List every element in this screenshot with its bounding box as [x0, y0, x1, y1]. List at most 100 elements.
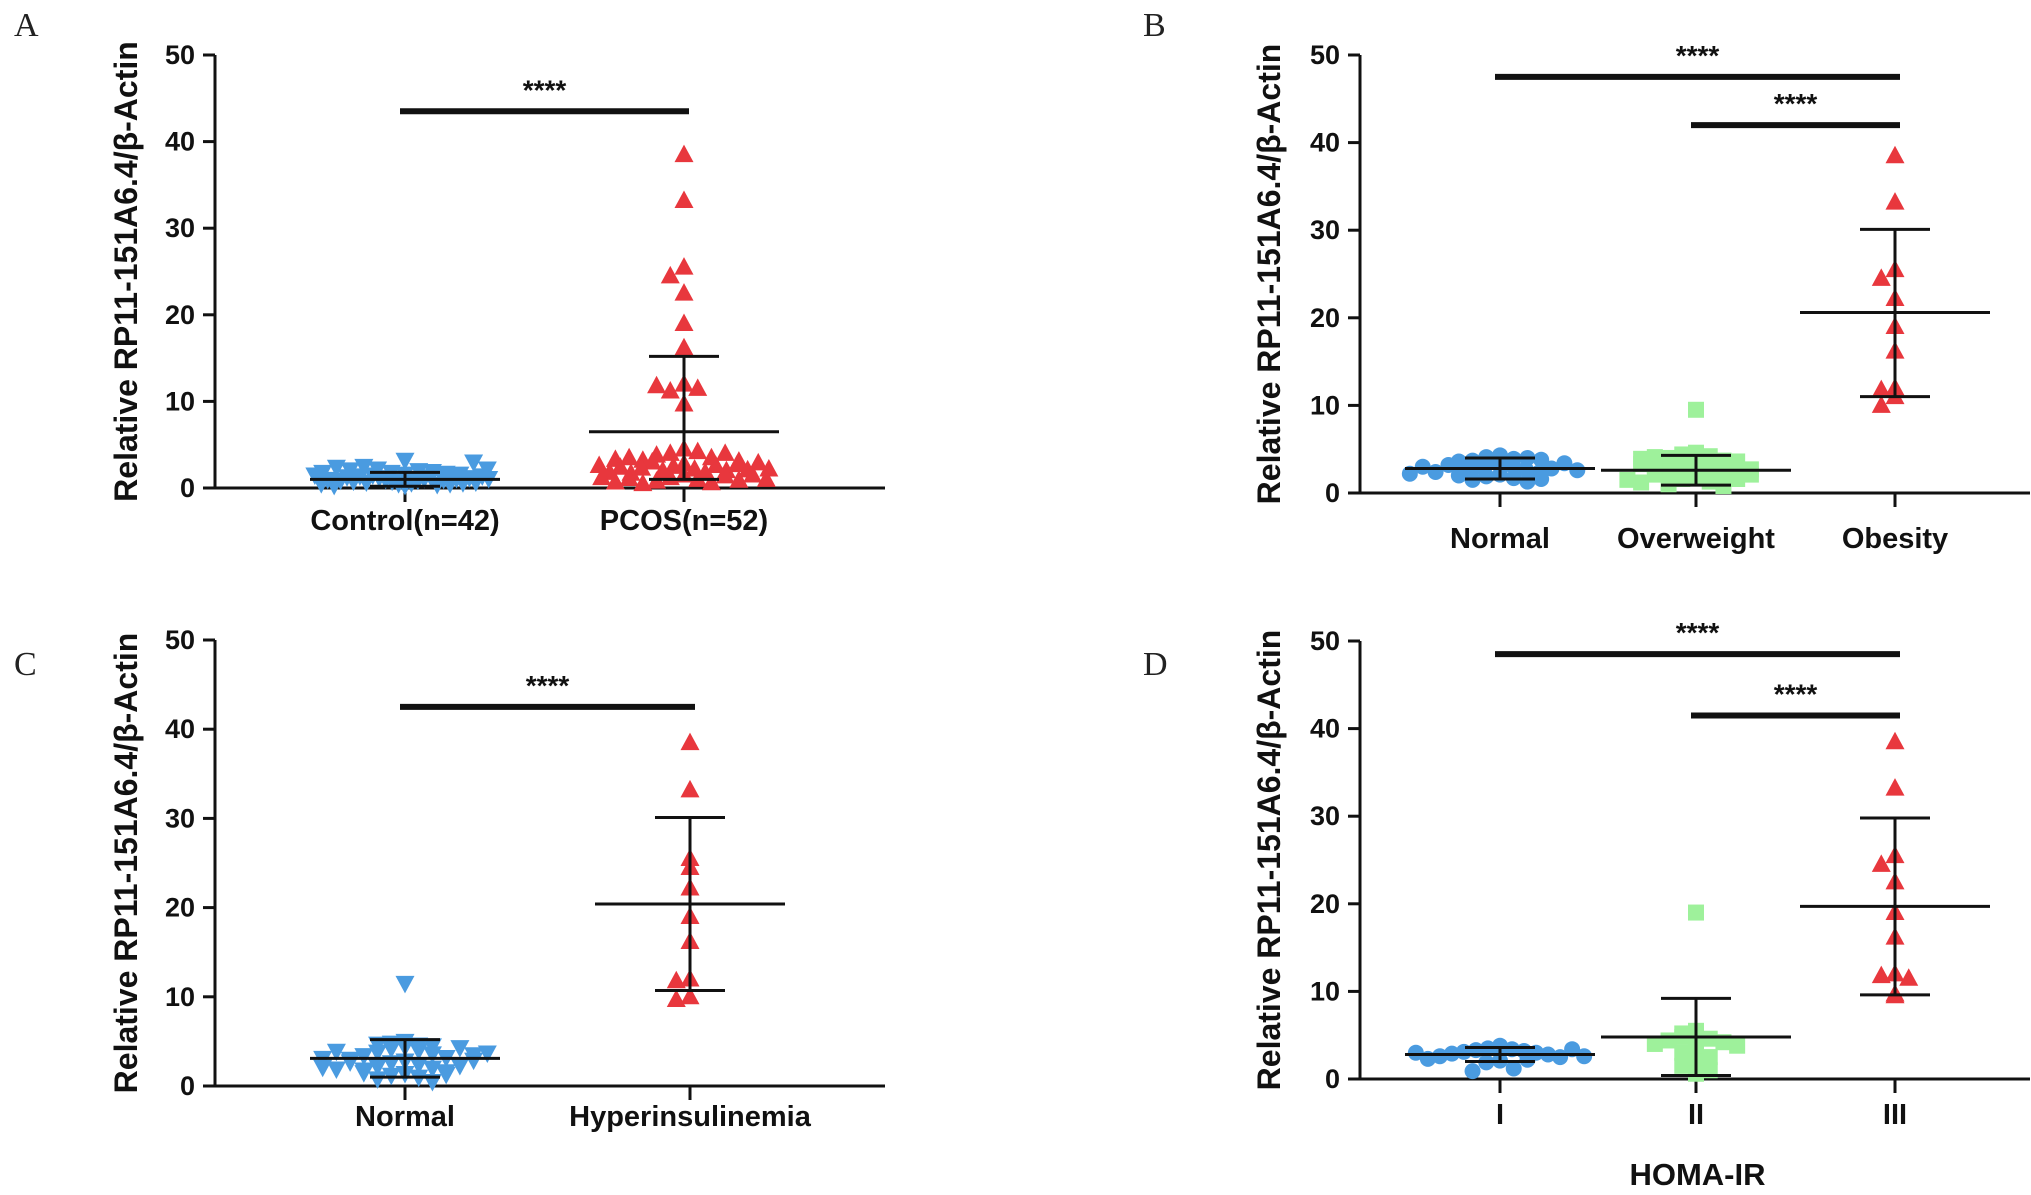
y-axis-label: Relative RP11-151A6.4/β-Actin	[1251, 44, 1287, 505]
data-point	[642, 452, 662, 470]
data-point	[674, 257, 694, 275]
data-point	[1633, 474, 1650, 491]
data-point	[326, 459, 346, 478]
y-tick-label: 10	[165, 386, 195, 416]
data-point	[436, 1066, 456, 1085]
y-tick-label: 30	[165, 803, 195, 833]
data-point	[326, 1043, 346, 1062]
data-point	[1885, 778, 1905, 796]
data-point	[1450, 467, 1467, 484]
data-point	[395, 975, 415, 994]
y-tick-label: 0	[180, 1071, 195, 1101]
data-point	[1533, 470, 1550, 487]
data-point	[305, 467, 325, 486]
data-point	[1633, 456, 1650, 473]
y-axis-label: Relative RP11-151A6.4/β-Actin	[108, 41, 144, 502]
y-tick-label: 0	[1325, 478, 1340, 508]
data-point	[674, 337, 694, 356]
y-tick-label: 30	[1310, 801, 1340, 831]
data-point	[1871, 965, 1891, 984]
data-point	[660, 443, 680, 461]
data-point	[589, 455, 609, 473]
data-point	[756, 469, 776, 487]
panel-d: D 0 10 20 30 40 50 Relative RP11-151A6.4/β-Acti…	[1143, 617, 2030, 1192]
x-tick-label: Normal	[1450, 523, 1550, 555]
x-tick-label: Overweight	[1617, 523, 1775, 555]
data-point	[1729, 1037, 1746, 1054]
data-point	[706, 455, 726, 473]
data-point	[1701, 473, 1718, 490]
significance-label: ****	[1774, 88, 1818, 119]
data-point	[313, 1059, 333, 1078]
data-point	[1701, 460, 1718, 477]
data-point	[680, 732, 700, 751]
panel-a: A 0 10 20 30 40 50 Relative RP11-151A6.4/β-Acti…	[14, 7, 885, 537]
data-point	[674, 144, 694, 163]
data-point	[1688, 401, 1704, 418]
data-point	[592, 467, 612, 486]
y-tick-label: 30	[1310, 215, 1340, 245]
x-tick-label: I	[1496, 1099, 1504, 1131]
data-point	[1688, 904, 1704, 921]
y-axis-label: Relative RP11-151A6.4/β-Actin	[108, 633, 144, 1094]
y-tick-label: 40	[165, 127, 195, 157]
data-point	[619, 468, 639, 486]
data-point	[619, 447, 639, 466]
data-point	[1478, 468, 1495, 485]
significance-label: ****	[1774, 678, 1818, 709]
data-point	[1674, 1044, 1691, 1061]
data-point	[748, 452, 768, 471]
y-tick-label: 50	[1310, 40, 1340, 70]
y-tick-label: 20	[1310, 303, 1340, 333]
data-point	[759, 458, 779, 477]
y-tick-label: 20	[1310, 889, 1340, 919]
data-point	[660, 265, 680, 284]
data-point	[450, 1057, 470, 1076]
data-point	[1414, 458, 1431, 475]
panel-letter: B	[1143, 7, 1166, 44]
data-point	[1885, 145, 1905, 164]
data-point	[1660, 1032, 1677, 1049]
data-point	[743, 465, 763, 483]
data-point	[674, 283, 694, 301]
data-point	[464, 454, 484, 473]
data-point	[326, 1061, 346, 1080]
x-tick-label: Obesity	[1842, 523, 1948, 555]
data-point	[1729, 470, 1746, 487]
data-point	[632, 458, 652, 476]
data-point	[660, 381, 680, 399]
y-tick-label: 0	[180, 473, 195, 503]
data-point	[647, 375, 667, 394]
y-tick-label: 40	[165, 714, 195, 744]
data-point	[477, 1045, 497, 1063]
x-tick-label: Control(n=42)	[310, 505, 499, 537]
y-tick-label: 20	[165, 300, 195, 330]
data-point	[1701, 1049, 1718, 1066]
data-point	[1505, 1060, 1522, 1077]
data-point	[688, 441, 708, 460]
data-point	[680, 986, 700, 1005]
y-tick-label: 10	[165, 982, 195, 1012]
significance-label: ****	[526, 670, 570, 701]
data-point	[729, 470, 749, 488]
panel-letter: A	[14, 7, 39, 44]
panel-b: B 0 10 20 30 40 50 Relative RP11-151A6.4/β-Acti…	[1143, 7, 2030, 555]
data-point	[610, 457, 630, 475]
data-point	[674, 190, 694, 208]
data-point	[1871, 268, 1891, 286]
data-point	[1619, 471, 1636, 488]
data-point	[1674, 470, 1691, 487]
y-tick-label: 50	[165, 40, 195, 70]
panel-c: C 0 10 20 30 40 50 Relative RP11-151A6.4/β-Acti…	[14, 625, 885, 1133]
y-tick-label: 0	[1325, 1064, 1340, 1094]
data-point	[680, 779, 700, 798]
data-point	[1519, 473, 1536, 490]
significance-label: ****	[1676, 617, 1720, 648]
panel-letter: C	[14, 646, 37, 683]
y-tick-label: 10	[1310, 390, 1340, 420]
x-tick-label: Normal	[355, 1101, 455, 1133]
data-point	[663, 456, 683, 474]
data-point	[688, 378, 708, 396]
y-tick-label: 50	[1310, 626, 1340, 656]
y-axis-label: Relative RP11-151A6.4/β-Actin	[1251, 630, 1287, 1091]
